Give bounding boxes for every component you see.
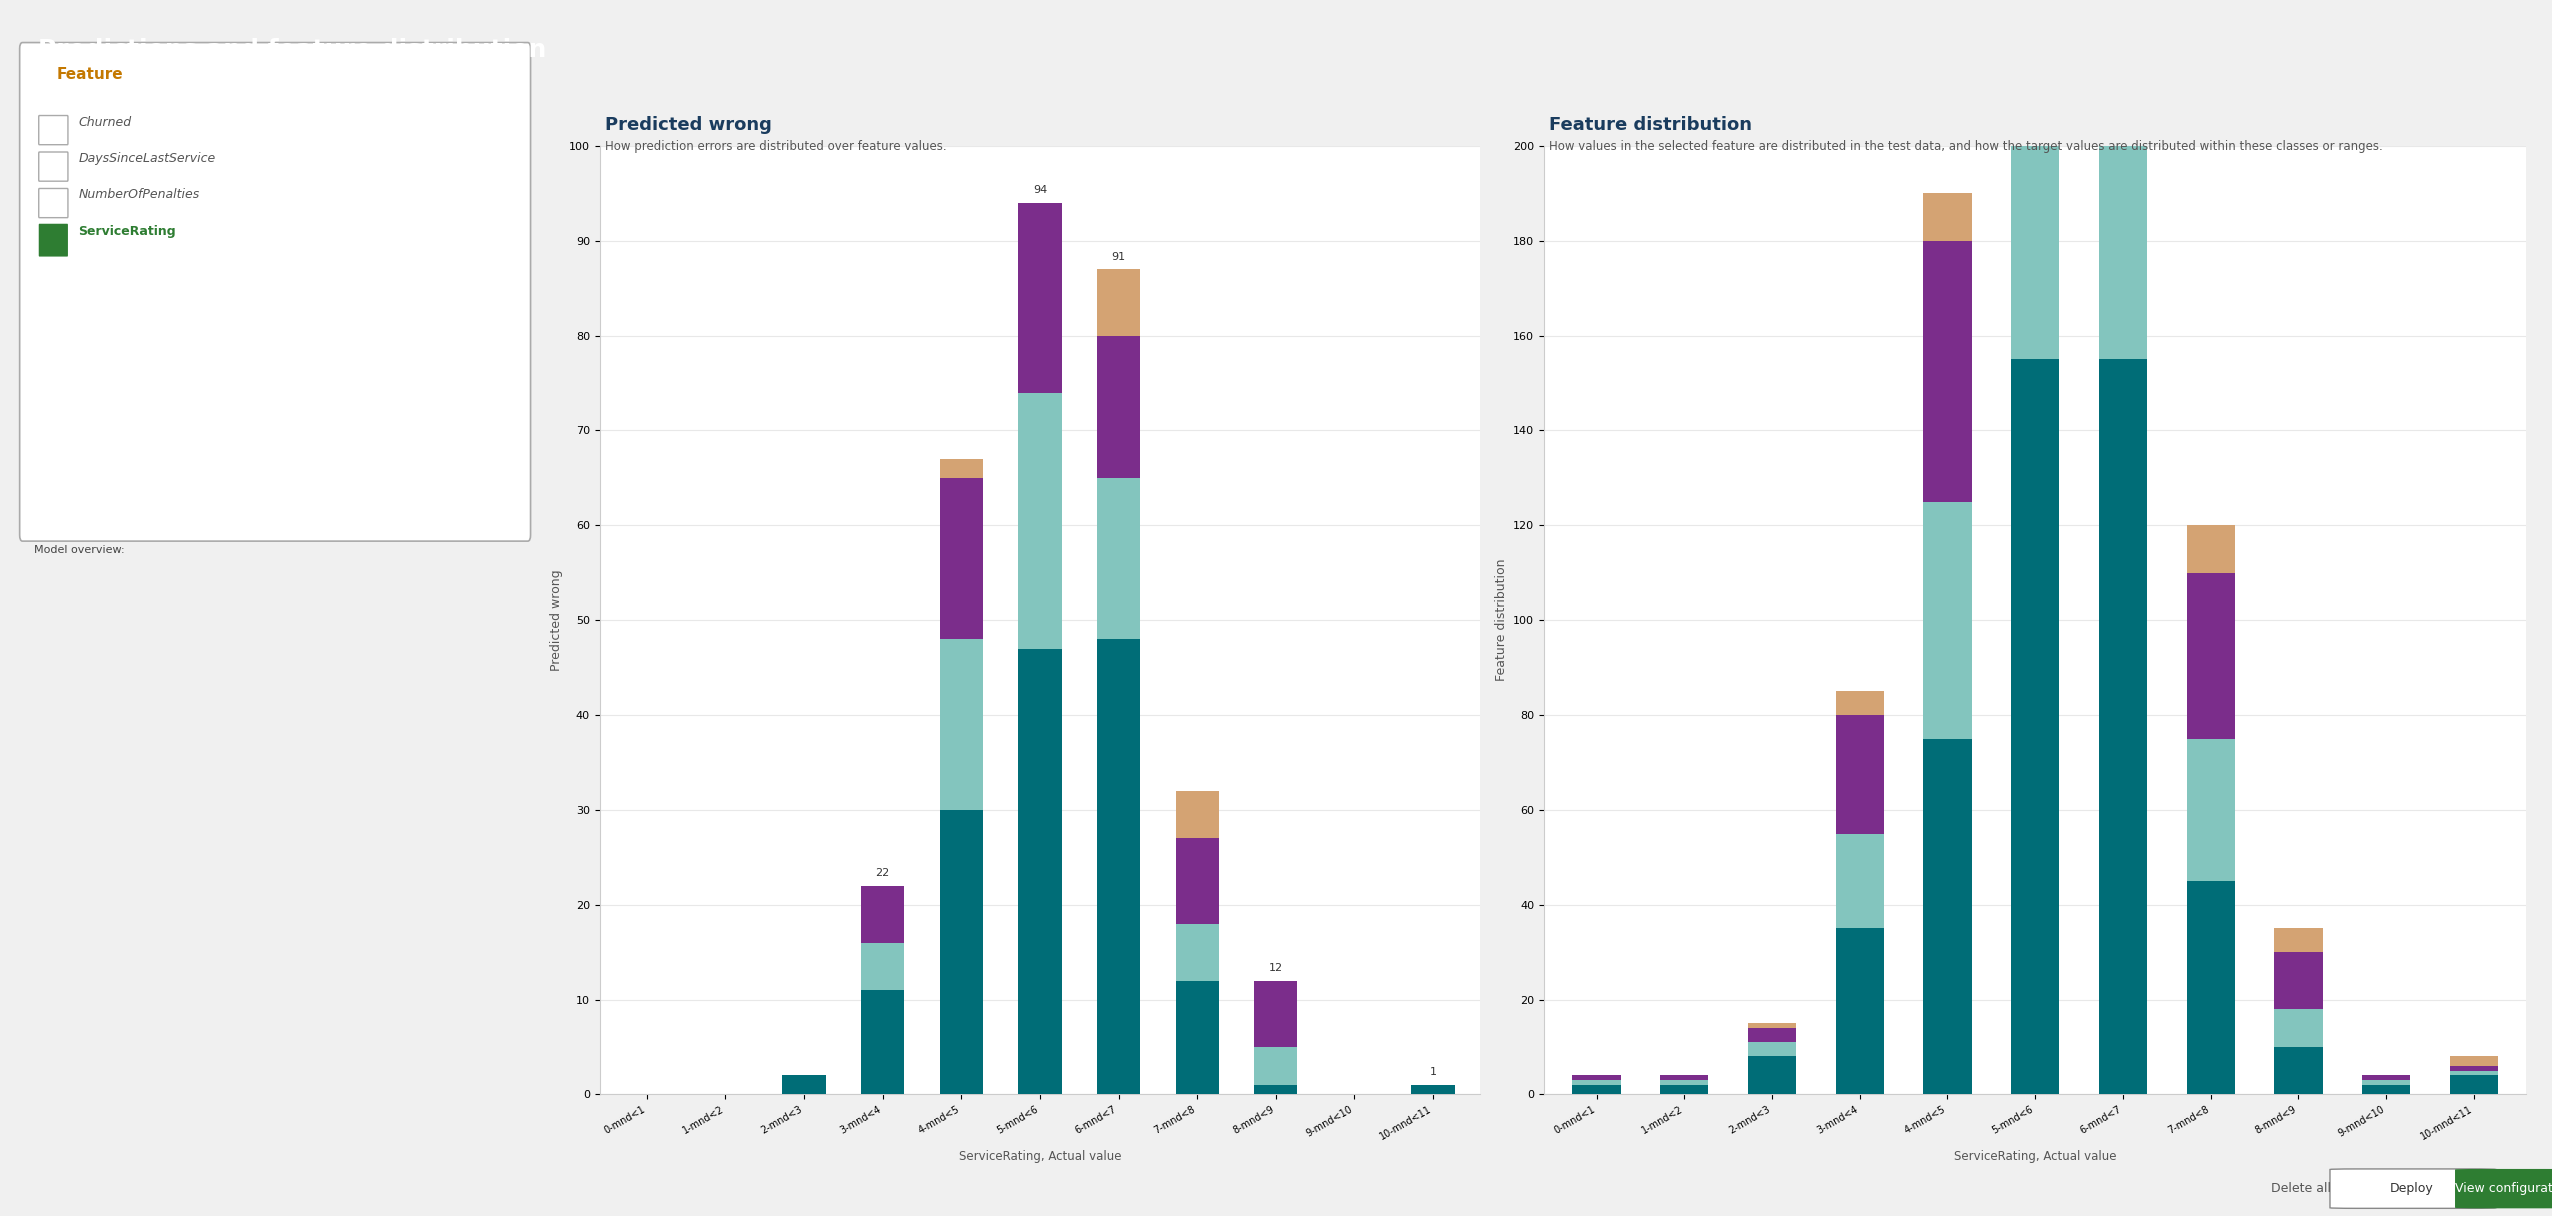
Text: Model overview:: Model overview: — [33, 545, 125, 556]
Text: NumberOfPenalties: NumberOfPenalties — [79, 188, 199, 202]
Bar — [1572, 1085, 1621, 1094]
Bar — [1176, 924, 1220, 980]
Text: Predicted wrong: Predicted wrong — [605, 116, 771, 134]
Bar — [1411, 1085, 1455, 1094]
Bar — [1253, 1085, 1296, 1094]
Bar — [1835, 834, 1883, 929]
X-axis label: ServiceRating, Actual value: ServiceRating, Actual value — [1955, 1150, 2116, 1164]
Bar — [2274, 1009, 2322, 1047]
Bar — [2274, 1047, 2322, 1094]
Bar — [1253, 980, 1296, 1047]
Bar — [2363, 1085, 2409, 1094]
Bar — [1924, 501, 1973, 738]
Bar — [2187, 880, 2236, 1094]
Text: DaysSinceLastService: DaysSinceLastService — [79, 152, 217, 165]
Bar — [2363, 1075, 2409, 1080]
Bar — [1097, 269, 1141, 336]
Y-axis label: Feature distribution: Feature distribution — [1495, 559, 1508, 681]
Text: 91: 91 — [1113, 252, 1125, 261]
Bar — [1661, 1075, 1707, 1080]
Bar — [2274, 952, 2322, 1009]
Text: Feature: Feature — [56, 67, 122, 81]
Bar — [939, 810, 983, 1094]
Bar — [860, 885, 903, 942]
Bar — [783, 1075, 827, 1094]
Bar — [860, 942, 903, 990]
Bar — [1748, 1042, 1797, 1057]
Bar — [1748, 1024, 1797, 1028]
Text: How prediction errors are distributed over feature values.: How prediction errors are distributed ov… — [605, 140, 947, 153]
Bar — [2098, 0, 2146, 360]
Bar — [2450, 1070, 2498, 1075]
Bar — [1835, 929, 1883, 1094]
Bar — [1924, 241, 1973, 502]
Bar — [1176, 838, 1220, 924]
FancyBboxPatch shape — [38, 116, 69, 145]
Bar — [1661, 1080, 1707, 1085]
Bar — [939, 458, 983, 478]
Bar — [1018, 648, 1062, 1094]
Text: Feature distribution: Feature distribution — [1549, 116, 1753, 134]
Bar — [2450, 1057, 2498, 1066]
Bar — [1097, 336, 1141, 478]
Bar — [1661, 1085, 1707, 1094]
Bar — [2450, 1075, 2498, 1094]
Text: Predictions and feature distribution: Predictions and feature distribution — [38, 38, 546, 62]
FancyBboxPatch shape — [38, 188, 69, 218]
Bar — [2450, 1066, 2498, 1070]
Bar — [1924, 193, 1973, 241]
FancyBboxPatch shape — [2330, 1169, 2496, 1209]
Text: How values in the selected feature are distributed in the test data, and how the: How values in the selected feature are d… — [1549, 140, 2384, 153]
Bar — [860, 990, 903, 1094]
Bar — [1018, 203, 1062, 393]
Bar — [1835, 691, 1883, 715]
Text: Churned: Churned — [79, 116, 133, 129]
Bar — [2011, 0, 2059, 360]
FancyBboxPatch shape — [20, 43, 531, 541]
Bar — [1018, 393, 1062, 648]
Text: 1: 1 — [1429, 1068, 1437, 1077]
Bar — [1748, 1028, 1797, 1042]
Bar — [939, 640, 983, 810]
Bar — [1572, 1080, 1621, 1085]
Bar — [2011, 360, 2059, 1094]
Bar — [1097, 640, 1141, 1094]
Text: 22: 22 — [875, 868, 891, 878]
Text: 12: 12 — [1268, 963, 1284, 973]
Text: Delete all: Delete all — [2271, 1182, 2333, 1195]
Bar — [1176, 980, 1220, 1094]
Bar — [2187, 525, 2236, 573]
Bar — [2098, 360, 2146, 1094]
Bar — [1835, 715, 1883, 834]
Bar — [1572, 1075, 1621, 1080]
Text: 94: 94 — [1034, 185, 1046, 196]
Bar — [1748, 1057, 1797, 1094]
Text: ServiceRating: ServiceRating — [79, 225, 176, 238]
Bar — [1097, 478, 1141, 640]
X-axis label: ServiceRating, Actual value: ServiceRating, Actual value — [960, 1150, 1120, 1164]
Bar — [939, 478, 983, 640]
FancyBboxPatch shape — [38, 152, 69, 181]
Y-axis label: Predicted wrong: Predicted wrong — [551, 569, 564, 671]
Text: Deploy: Deploy — [2389, 1182, 2435, 1195]
Bar — [2187, 573, 2236, 738]
Bar — [1924, 738, 1973, 1094]
Bar — [1253, 1047, 1296, 1085]
Text: View configuration: View configuration — [2455, 1182, 2552, 1195]
Bar — [2363, 1080, 2409, 1085]
FancyBboxPatch shape — [2455, 1169, 2552, 1209]
Bar — [1176, 790, 1220, 838]
Bar — [2274, 929, 2322, 952]
FancyBboxPatch shape — [38, 224, 69, 257]
Bar — [2187, 739, 2236, 880]
